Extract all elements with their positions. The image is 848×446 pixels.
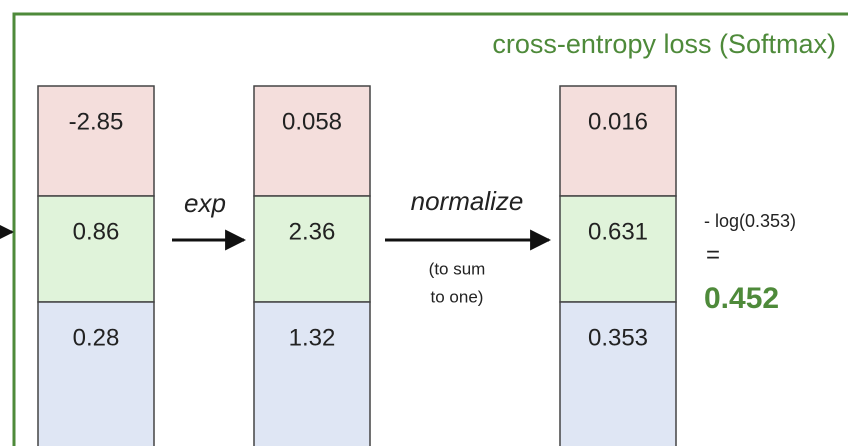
result-expression: - log(0.353) (704, 211, 796, 231)
result-value: 0.452 (704, 282, 779, 315)
cell-value: 0.631 (588, 218, 648, 245)
columns: -2.85 0.86 0.28 0.058 2.36 1.32 0.016 0.631 0.35… (37, 85, 677, 446)
cell (559, 301, 677, 446)
cell (559, 195, 677, 303)
cell-value: 0.058 (282, 108, 342, 135)
cell (253, 301, 371, 446)
cell-value: 1.32 (289, 324, 336, 351)
cell (37, 301, 155, 446)
cell (37, 195, 155, 303)
result-equals: = (706, 241, 720, 268)
step-label: normalize (411, 186, 524, 216)
cell (253, 195, 371, 303)
step-note: to one) (431, 287, 484, 306)
cell-value: 0.016 (588, 108, 648, 135)
step-note: (to sum (429, 259, 486, 278)
cell-value: 0.28 (73, 324, 120, 351)
cell-value: 2.36 (289, 218, 336, 245)
cell-value: 0.353 (588, 324, 648, 351)
cell-value: -2.85 (69, 108, 124, 135)
title: cross-entropy loss (Softmax) (492, 29, 836, 59)
step-label: exp (184, 188, 226, 218)
cell (559, 85, 677, 197)
cell-value: 0.86 (73, 218, 120, 245)
cell (37, 85, 155, 197)
cell (253, 85, 371, 197)
